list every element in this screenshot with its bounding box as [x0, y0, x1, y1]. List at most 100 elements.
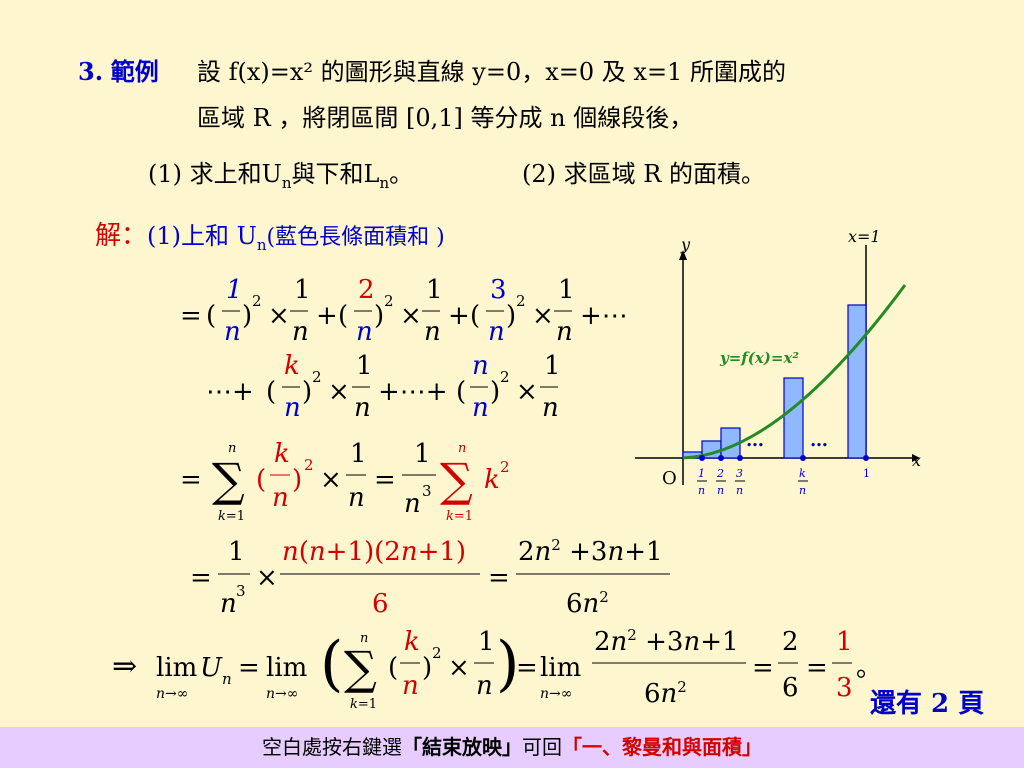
svg-text:n: n [402, 671, 419, 701]
back-to-section-link[interactable]: 「一、黎曼和與面積」 [562, 735, 762, 759]
svg-text:k=1: k=1 [350, 697, 377, 712]
ellipsis-1: … [746, 430, 764, 451]
svg-text:n: n [404, 489, 421, 519]
svg-text:=: = [190, 563, 212, 593]
problem-title: 範例 [110, 57, 159, 86]
formula-row-4: = 1n 3 × n(n+1)(2n+1) 6 = 2n2 +3n+1 6n2 [190, 536, 670, 619]
footer-bar: 空白處按右鍵選「結束放映」可回「一、黎曼和與面積」 [0, 727, 1024, 768]
svg-text:=: = [488, 563, 510, 593]
svg-text:×: × [400, 301, 422, 331]
svg-text:×: × [532, 301, 554, 331]
svg-text:2n2 +3n+1: 2n2 +3n+1 [518, 536, 663, 567]
svg-text:2: 2 [432, 644, 442, 662]
svg-text:2: 2 [500, 458, 510, 476]
svg-text:1: 1 [226, 275, 243, 305]
svg-text:2: 2 [384, 292, 394, 310]
svg-text:n: n [224, 317, 241, 347]
svg-text:1: 1 [356, 351, 373, 381]
solution-label: 解： [95, 221, 148, 251]
svg-text:n: n [228, 441, 236, 456]
footer-middle: 可回 [522, 735, 562, 759]
svg-text:n(n+1)(2n+1): n(n+1)(2n+1) [282, 537, 466, 567]
svg-text:): ) [302, 377, 312, 407]
svg-text:⇒: ⇒ [112, 649, 137, 684]
problem-header: 3. 範例 [78, 58, 159, 86]
svg-text:(: ( [388, 653, 398, 683]
tick-label-kn: k [799, 467, 806, 480]
svg-text:n: n [424, 317, 441, 347]
svg-text:k=1: k=1 [218, 509, 245, 524]
svg-text:+⋯: +⋯ [580, 301, 628, 331]
svg-text:1: 1 [414, 439, 431, 469]
tick-labels: 1n 2n 3n kn 1 [697, 467, 870, 497]
svg-text:n: n [360, 631, 368, 646]
graph: y x O x=1 y=f(x)=x² … … 1n 2n 3n kn 1 [635, 227, 921, 497]
svg-text:lim: lim [266, 653, 307, 683]
question-2: (2) 求區域 R 的面積。 [522, 160, 765, 188]
svg-text:+: + [316, 301, 338, 331]
solution-heading: 解：(1)上和 Un(藍色長條面積和 ) [95, 221, 445, 254]
svg-text:n: n [698, 484, 705, 497]
svg-text:=: = [806, 653, 828, 683]
svg-text:1: 1 [836, 627, 853, 657]
svg-text:n: n [220, 589, 237, 619]
svg-text:2: 2 [782, 627, 799, 657]
svg-text:∑: ∑ [344, 641, 377, 695]
y-axis-arrow-icon [679, 250, 687, 260]
svg-text:3: 3 [236, 582, 246, 600]
svg-text:×: × [448, 653, 470, 683]
svg-text:1: 1 [426, 275, 443, 305]
tick-label-1: 1 [863, 467, 870, 480]
svg-text:): ) [374, 301, 384, 331]
svg-text:n: n [556, 317, 573, 347]
svg-text:n: n [292, 317, 309, 347]
upper-sum-bars [682, 304, 867, 459]
svg-text:k: k [484, 465, 500, 495]
svg-text:=: = [180, 465, 202, 495]
svg-text:n: n [222, 670, 232, 688]
svg-text:。: 。 [856, 653, 882, 683]
problem-line-2: 區域 R ，將閉區間 [0,1] 等分成 n 個線段後， [197, 104, 694, 132]
svg-text:lim: lim [540, 653, 581, 683]
svg-text:2: 2 [500, 368, 510, 386]
end-show-link[interactable]: 「結束放映」 [402, 735, 522, 759]
formula-row-1: = ( 1 n ) 2 × 1n + ( 2n ) 2 × 1n + ( 3n ) 2… [180, 275, 628, 347]
svg-text:+⋯+: +⋯+ [378, 377, 448, 407]
svg-text:2: 2 [304, 456, 314, 474]
svg-text:3: 3 [836, 673, 853, 703]
svg-text:): ) [490, 377, 500, 407]
svg-text:(: ( [256, 465, 266, 495]
svg-text:n: n [736, 484, 743, 497]
svg-text:×: × [256, 563, 278, 593]
tick-label-3n: 3 [736, 467, 743, 480]
svg-text:): ) [292, 465, 302, 495]
svg-text:(: ( [338, 301, 348, 331]
svg-text:∑: ∑ [212, 453, 245, 507]
svg-text:2: 2 [358, 275, 375, 305]
svg-text:n→∞: n→∞ [266, 686, 298, 702]
svg-text:(: ( [266, 377, 276, 407]
svg-text:n: n [476, 671, 493, 701]
svg-text:): ) [242, 301, 252, 331]
svg-text:=: = [752, 653, 774, 683]
svg-text:2: 2 [516, 292, 526, 310]
svg-text:6: 6 [372, 589, 389, 619]
question-1: (1) 求上和Un與下和Ln。 [148, 160, 414, 192]
svg-text:=: = [180, 301, 202, 331]
svg-text:n: n [472, 351, 489, 381]
curve-label: y=f(x)=x² [719, 349, 799, 367]
y-axis-label: y [680, 235, 691, 254]
svg-text:k=1: k=1 [446, 509, 473, 524]
svg-text:n: n [472, 393, 489, 423]
svg-text:=: = [374, 465, 396, 495]
svg-text:1: 1 [350, 439, 367, 469]
svg-text:1: 1 [228, 537, 245, 567]
next-page-link[interactable]: 還有 2 頁 [870, 689, 985, 719]
tick-dots [699, 455, 869, 461]
svg-text:k: k [274, 439, 290, 469]
x-axis-arrow-icon [912, 454, 920, 462]
svg-text:n: n [458, 441, 466, 456]
footer-prefix: 空白處按右鍵選 [262, 735, 402, 759]
tick-label-2n: 2 [716, 467, 724, 480]
svg-text:2: 2 [312, 368, 322, 386]
